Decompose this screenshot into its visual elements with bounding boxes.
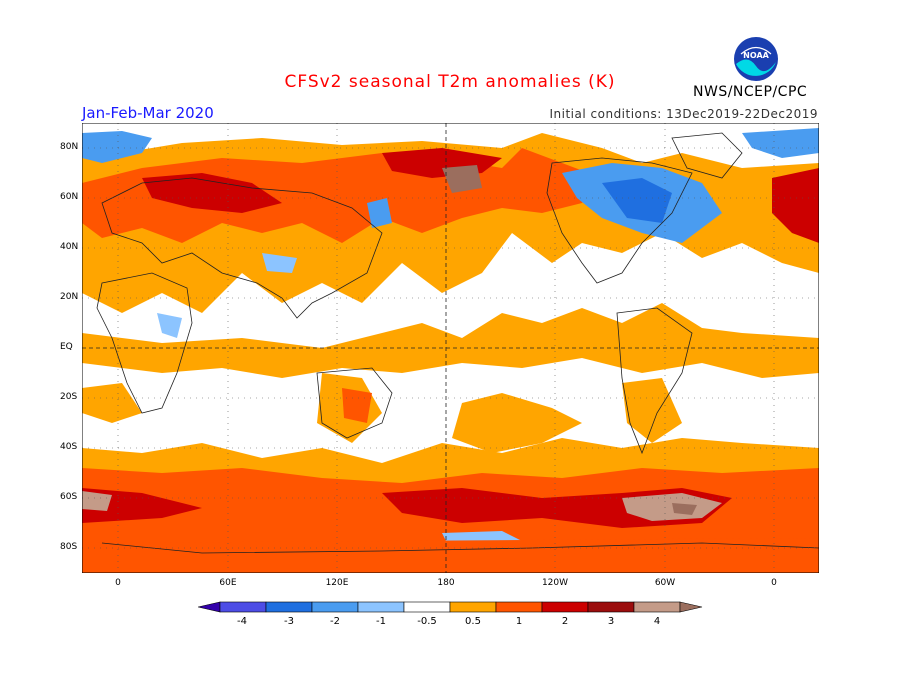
colorbar-label: -0.5: [417, 616, 437, 627]
lat-label: 80N: [60, 142, 79, 152]
lon-label: 120W: [541, 578, 569, 588]
lon-label: 120E: [325, 578, 349, 588]
coastlines: [96, 132, 819, 554]
anomaly-map: [82, 123, 819, 573]
map-title: CFSv2 seasonal T2m anomalies (K): [284, 72, 616, 92]
lat-label: 20S: [60, 392, 78, 402]
colorbar-label: -1: [376, 616, 386, 627]
noaa-logo-text: NOAA: [743, 51, 769, 60]
colorbar-label: -4: [237, 616, 247, 627]
agency-label: NWS/NCEP/CPC: [693, 84, 808, 100]
colorbar-cell: [495, 601, 543, 613]
colorbar-label: 2: [561, 616, 569, 627]
colorbar-label: 4: [653, 616, 661, 627]
colorbar-cell: [311, 601, 359, 613]
initial-conditions-label: Initial conditions: 13Dec2019-22Dec2019: [549, 107, 818, 121]
season-label: Jan-Feb-Mar 2020: [82, 104, 214, 122]
colorbar-label: 1: [515, 616, 523, 627]
lat-label: 40S: [60, 442, 78, 452]
equator-dateline: [82, 123, 819, 573]
colorbar: [198, 601, 703, 613]
colorbar-arrow-high: [679, 601, 703, 613]
colorbar-label: 0.5: [465, 616, 481, 627]
noaa-logo: NOAA: [734, 37, 778, 81]
lon-label: 0: [771, 578, 777, 588]
lon-label: 60E: [219, 578, 237, 588]
colorbar-cell: [357, 601, 405, 613]
colorbar-label: -2: [330, 616, 340, 627]
lon-label: 0: [115, 578, 121, 588]
colorbar-cell: [403, 601, 451, 613]
lat-label: 20N: [60, 292, 79, 302]
colorbar-arrow-low: [198, 601, 221, 613]
colorbar-label: 3: [607, 616, 615, 627]
lon-label: 180: [437, 578, 455, 588]
lat-label: 60N: [60, 192, 79, 202]
lat-label: EQ: [60, 342, 73, 352]
lat-label: 60S: [60, 492, 78, 502]
lon-label: 60W: [654, 578, 676, 588]
colorbar-cell: [541, 601, 589, 613]
colorbar-cell: [587, 601, 635, 613]
lat-label: 40N: [60, 242, 79, 252]
colorbar-cell: [265, 601, 313, 613]
lat-label: 80S: [60, 542, 78, 552]
colorbar-label: -3: [284, 616, 294, 627]
colorbar-cell: [633, 601, 681, 613]
colorbar-cell: [449, 601, 497, 613]
colorbar-cell: [219, 601, 267, 613]
